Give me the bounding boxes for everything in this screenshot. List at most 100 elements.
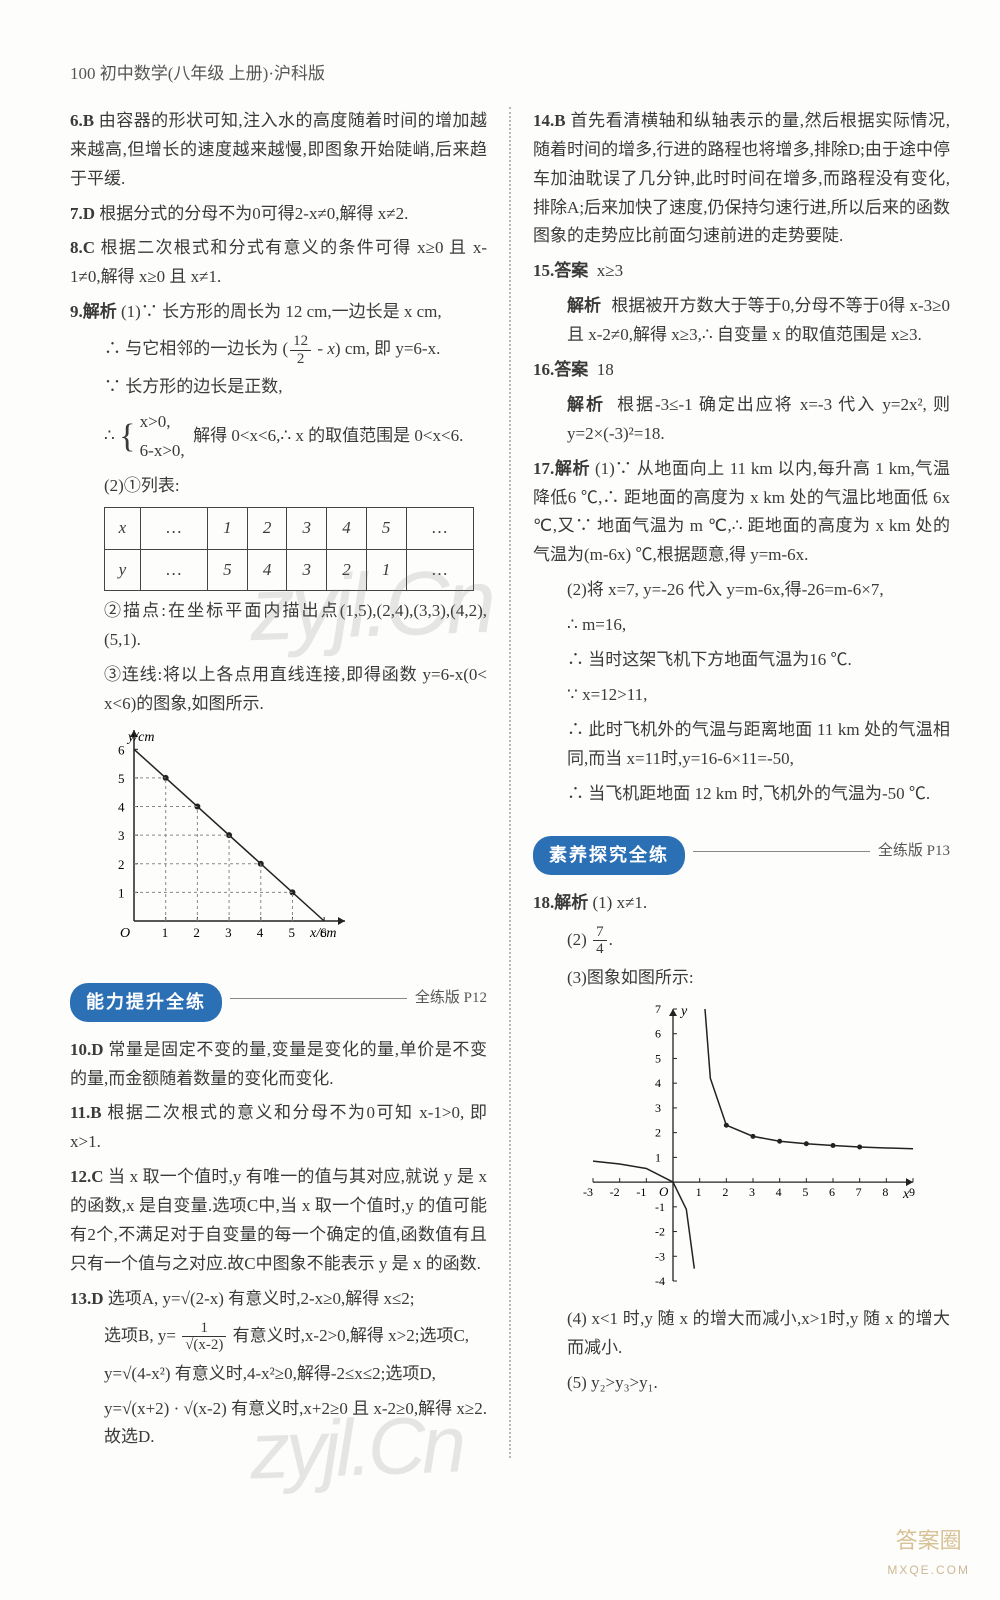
q9-p2: ∴ 与它相邻的一边长为 (122 - x) cm, 即 y=6-x. — [70, 333, 487, 367]
svg-text:5: 5 — [288, 925, 295, 940]
q7: 7.D 根据分式的分母不为0可得2-x≠0,解得 x≠2. — [70, 200, 487, 229]
q13: 13.D 选项A, y=√(2-x) 有意义时,2-x≥0,解得 x≤2; — [70, 1285, 487, 1314]
svg-text:7: 7 — [856, 1185, 862, 1199]
q12: 12.C 当 x 取一个值时,y 有唯一的值与其对应,就说 y 是 x 的函数,… — [70, 1163, 487, 1279]
q18-chart: Oxy-3-2-1123456789-4-3-2-11234567 — [563, 999, 923, 1299]
svg-text:3: 3 — [749, 1185, 755, 1199]
svg-text:O: O — [120, 926, 130, 941]
svg-text:y: y — [679, 1004, 688, 1019]
q-label: 7.D — [70, 204, 95, 223]
svg-text:5: 5 — [655, 1051, 661, 1065]
svg-text:O: O — [659, 1184, 669, 1199]
q17-p6: ∴ 此时飞机外的气温与距离地面 11 km 处的气温相同,而当 x=11时,y=… — [533, 716, 950, 774]
svg-text:-3: -3 — [583, 1185, 593, 1199]
svg-text:1: 1 — [162, 925, 169, 940]
svg-text:2: 2 — [655, 1125, 661, 1139]
section-title: 素养探究全练 — [533, 836, 685, 875]
q8: 8.C 根据二次根式和分式有意义的条件可得 x≥0 且 x-1≠0,解得 x≥0… — [70, 234, 487, 292]
q6: 6.B 由容器的形状可知,注入水的高度随着时间的增加越来越高,但增长的速度越来越… — [70, 107, 487, 194]
svg-text:6: 6 — [655, 1027, 661, 1041]
svg-text:4: 4 — [118, 800, 125, 815]
svg-text:3: 3 — [655, 1101, 661, 1115]
section-ability: 能力提升全练 全练版 P12 — [70, 969, 487, 1028]
q9-p7: ③连线:将以上各点用直线连接,即得函数 y=6-x(0< x<6)的图象,如图所… — [70, 661, 487, 719]
q17-p5: ∵ x=12>11, — [533, 681, 950, 710]
q18: 18.解析 (1) x≠1. — [533, 889, 950, 918]
q17-p4: ∴ 当时这架飞机下方地面气温为16 ℃. — [533, 646, 950, 675]
q18-p3: (3)图象如图所示: — [533, 964, 950, 993]
svg-text:1: 1 — [655, 1150, 661, 1164]
svg-text:5: 5 — [118, 771, 125, 786]
q13-p4: y=√(x+2) · √(x-2) 有意义时,x+2≥0 且 x-2≥0,解得 … — [70, 1395, 487, 1453]
svg-text:-4: -4 — [655, 1274, 665, 1288]
svg-text:2: 2 — [193, 925, 200, 940]
svg-text:6: 6 — [829, 1185, 835, 1199]
q11: 11.B 根据二次根式的意义和分母不为0可知 x-1>0, 即 x>1. — [70, 1099, 487, 1157]
q17: 17.解析 (1)∵ 从地面向上 11 km 以内,每升高 1 km,气温降低6… — [533, 455, 950, 571]
svg-text:2: 2 — [118, 857, 125, 872]
q-text: 根据分式的分母不为0可得2-x≠0,解得 x≠2. — [99, 204, 408, 223]
q17-p2: (2)将 x=7, y=-26 代入 y=m-6x,得-26=m-6×7, — [533, 576, 950, 605]
q9-p3: ∵ 长方形的边长是正数, — [70, 373, 487, 402]
svg-text:-3: -3 — [655, 1249, 665, 1263]
fraction: 122 — [290, 333, 311, 367]
q-text: 根据二次根式和分式有意义的条件可得 x≥0 且 x-1≠0,解得 x≥0 且 x… — [70, 238, 487, 286]
q-label: 6.B — [70, 111, 94, 130]
section-title: 能力提升全练 — [70, 983, 222, 1022]
q9: 9.解析 (1)∵ 长方形的周长为 12 cm,一边长是 x cm, — [70, 298, 487, 327]
content-columns: 6.B 由容器的形状可知,注入水的高度随着时间的增加越来越高,但增长的速度越来越… — [70, 107, 950, 1458]
svg-text:4: 4 — [257, 925, 264, 940]
svg-text:4: 4 — [776, 1185, 782, 1199]
brace-icon: { — [119, 427, 135, 447]
table-row: y … 5 4 3 2 1 … — [105, 549, 474, 591]
q9-p6: ②描点:在坐标平面内描出点(1,5),(2,4),(3,3),(4,2),(5,… — [70, 597, 487, 655]
badge-sub: MXQE.COM — [887, 1560, 970, 1580]
table-row: x … 1 2 3 4 5 … — [105, 507, 474, 549]
q15-exp: 解析 根据被开方数大于等于0,分母不等于0得 x-3≥0 且 x-2≠0,解得 … — [533, 292, 950, 350]
q9-table: x … 1 2 3 4 5 … y … 5 4 3 2 1 … — [104, 507, 474, 592]
svg-text:-2: -2 — [655, 1224, 665, 1238]
q9-p5: (2)①列表: — [70, 472, 487, 501]
q17-p7: ∴ 当飞机距地面 12 km 时,飞机外的气温为-50 ℃. — [533, 780, 950, 809]
svg-text:1: 1 — [118, 885, 125, 900]
svg-text:y/cm: y/cm — [126, 730, 154, 745]
svg-text:2: 2 — [722, 1185, 728, 1199]
svg-text:6: 6 — [118, 742, 125, 757]
left-column: 6.B 由容器的形状可知,注入水的高度随着时间的增加越来越高,但增长的速度越来越… — [70, 107, 487, 1458]
fraction: 74 — [593, 924, 607, 958]
svg-text:1: 1 — [696, 1185, 702, 1199]
svg-text:-2: -2 — [610, 1185, 620, 1199]
page-header: 100 初中数学(八年级 上册)·沪科版 — [70, 60, 950, 89]
column-divider — [509, 107, 511, 1458]
q15: 15.答案 x≥3 — [533, 257, 950, 286]
q9-p4: ∴ { x>0, 6-x>0, 解得 0<x<6,∴ x 的取值范围是 0<x<… — [70, 408, 487, 466]
svg-text:9: 9 — [909, 1185, 915, 1199]
q16-exp: 解析 根据-3≤-1 确定出应将 x=-3 代入 y=2x², 则 y=2×(-… — [533, 391, 950, 449]
svg-text:5: 5 — [802, 1185, 808, 1199]
q13-p3: y=√(4-x²) 有意义时,4-x²≥0,解得-2≤x≤2;选项D, — [70, 1360, 487, 1389]
svg-text:-1: -1 — [636, 1185, 646, 1199]
section-ref: 全练版 P13 — [878, 839, 950, 865]
q14: 14.B 首先看清横轴和纵轴表示的量,然后根据实际情况,随着时间的增多,行进的路… — [533, 107, 950, 251]
section-literacy: 素养探究全练 全练版 P13 — [533, 822, 950, 881]
section-rule — [693, 851, 870, 852]
svg-text:-1: -1 — [655, 1200, 665, 1214]
q9-chart: O123456123456x/cmy/cm — [100, 725, 350, 955]
q-label: 8.C — [70, 238, 95, 257]
section-ref: 全练版 P12 — [415, 986, 487, 1012]
q13-p2: 选项B, y= 1√(x-2) 有意义时,x-2>0,解得 x>2;选项C, — [70, 1320, 487, 1354]
q10: 10.D 常量是固定不变的量,变量是变化的量,单价是不变的量,而金额随着数量的变… — [70, 1036, 487, 1094]
badge-main: 答案圈 — [887, 1522, 970, 1559]
q18-p2: (2) 74. — [533, 924, 950, 958]
svg-text:4: 4 — [655, 1076, 661, 1090]
svg-text:7: 7 — [655, 1002, 661, 1016]
svg-text:x/cm: x/cm — [309, 926, 336, 941]
page-root: zyjl.Cn zyjl.Cn 100 初中数学(八年级 上册)·沪科版 6.B… — [0, 0, 1000, 1600]
q-text: 由容器的形状可知,注入水的高度随着时间的增加越来越高,但增长的速度越来越慢,即图… — [70, 111, 487, 188]
q9-p1: (1)∵ 长方形的周长为 12 cm,一边长是 x cm, — [121, 302, 442, 321]
q18-p4: (4) x<1 时,y 随 x 的增大而减小,x>1时,y 随 x 的增大而减小… — [533, 1305, 950, 1363]
right-column: 14.B 首先看清横轴和纵轴表示的量,然后根据实际情况,随着时间的增多,行进的路… — [533, 107, 950, 1458]
section-rule — [230, 998, 407, 999]
q-label: 9.解析 — [70, 302, 117, 321]
svg-text:8: 8 — [882, 1185, 888, 1199]
